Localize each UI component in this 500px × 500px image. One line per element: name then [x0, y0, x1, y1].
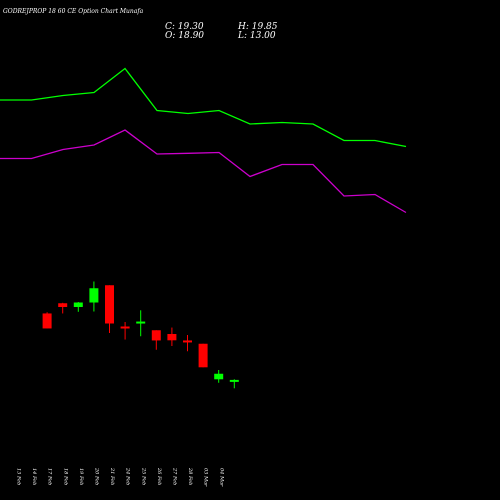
candle-body	[89, 288, 99, 303]
x-tick-label: 20 Feb	[94, 467, 100, 485]
x-tick-label: 03 Mar	[203, 468, 209, 487]
open-value: O: 18.90	[165, 31, 205, 41]
x-tick-label: 27 Feb	[172, 467, 178, 485]
band-lines	[0, 67, 407, 214]
upper-band-line	[0, 67, 407, 148]
x-tick-label: 26 Feb	[156, 467, 162, 485]
candle-body	[198, 343, 208, 368]
candle-body	[167, 334, 177, 341]
x-tick-label: 19 Feb	[78, 468, 84, 485]
x-tick-label: 21 Feb	[109, 467, 115, 485]
lower-band-line	[0, 129, 407, 214]
high-value: H: 19.85	[238, 22, 278, 32]
x-tick-label: 18 Feb	[62, 468, 68, 485]
candle-body	[136, 321, 146, 324]
x-tick-label: 24 Feb	[125, 467, 131, 485]
x-axis-tick-labels: 13 Feb 14 Feb 17 Feb 18 Feb 19 Feb 20 Feb 21 F…	[16, 467, 225, 487]
candle-body	[73, 302, 83, 307]
candle-body	[183, 340, 192, 343]
candles	[42, 281, 239, 389]
x-tick-label: 28 Feb	[187, 467, 193, 485]
candle-body	[120, 326, 130, 329]
candle-body	[229, 379, 239, 382]
close-value: C: 19.30	[165, 22, 204, 32]
candle-body	[214, 373, 224, 380]
x-tick-label: 17 Feb	[47, 468, 53, 485]
x-tick-label: 04 Mar	[218, 468, 224, 487]
candle-body	[42, 313, 52, 329]
chart-title: GODREJPROP 18 60 CE Option Chart Munafa	[3, 8, 144, 15]
candle-body	[58, 303, 68, 307]
x-tick-label: 13 Feb	[16, 468, 22, 485]
candle-body	[151, 330, 161, 341]
low-value: L: 13.00	[238, 31, 276, 41]
x-tick-label: 14 Feb	[31, 468, 37, 485]
x-tick-label: 25 Feb	[140, 467, 146, 485]
candle-body	[105, 285, 114, 324]
